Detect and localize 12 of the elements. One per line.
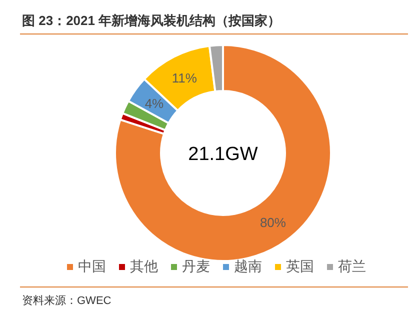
legend-label: 荷兰: [338, 258, 366, 274]
chart-title: 图 23：2021 年新增海风装机结构（按国家）: [22, 13, 281, 28]
data-label: 11%: [172, 70, 198, 86]
legend-label: 中国: [78, 258, 106, 274]
data-label: 4%: [144, 96, 164, 112]
legend-label: 其他: [130, 258, 158, 274]
text: 资料来源：GWEC: [22, 294, 112, 307]
legend-label: 丹麦: [182, 258, 210, 274]
text: 21.1GW: [188, 144, 258, 165]
data-label: 80%: [260, 214, 286, 230]
legend-label: 英国: [286, 258, 314, 274]
legend-label: 越南: [234, 258, 262, 274]
